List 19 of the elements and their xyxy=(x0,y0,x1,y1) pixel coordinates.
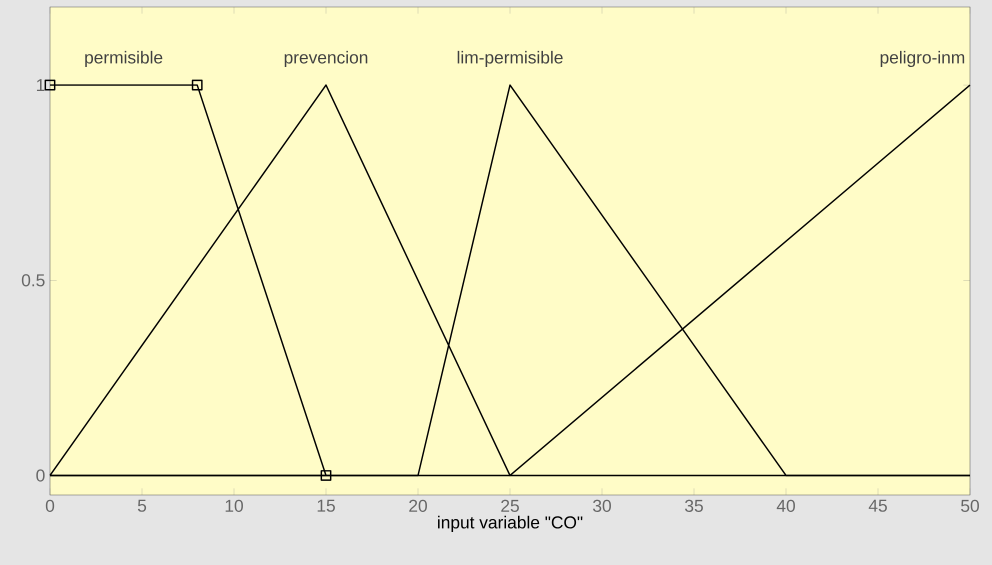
x-tick-label: 0 xyxy=(46,500,54,512)
x-tick-label: 15 xyxy=(318,500,335,512)
series-label: lim-permisible xyxy=(458,50,563,68)
x-tick-label: 30 xyxy=(593,500,611,512)
series-label: prevencion xyxy=(284,50,368,68)
x-tick-label: 5 xyxy=(138,500,146,512)
y-tick-label: 0 xyxy=(36,469,45,482)
x-tick-label: 35 xyxy=(685,500,703,512)
x-tick-label: 45 xyxy=(868,500,887,512)
x-axis-title: input variable "CO" xyxy=(438,516,582,532)
y-tick-label: 0.5 xyxy=(22,274,45,286)
series-label: permisible xyxy=(85,50,162,68)
x-tick-label: 40 xyxy=(776,500,795,512)
series-label: peligro-inm xyxy=(880,50,964,68)
x-tick-label: 10 xyxy=(226,500,243,512)
x-tick-label: 50 xyxy=(961,500,979,512)
x-tick-label: 20 xyxy=(409,500,427,512)
y-tick-label: 1 xyxy=(36,79,44,92)
x-tick-label: 25 xyxy=(501,500,519,512)
